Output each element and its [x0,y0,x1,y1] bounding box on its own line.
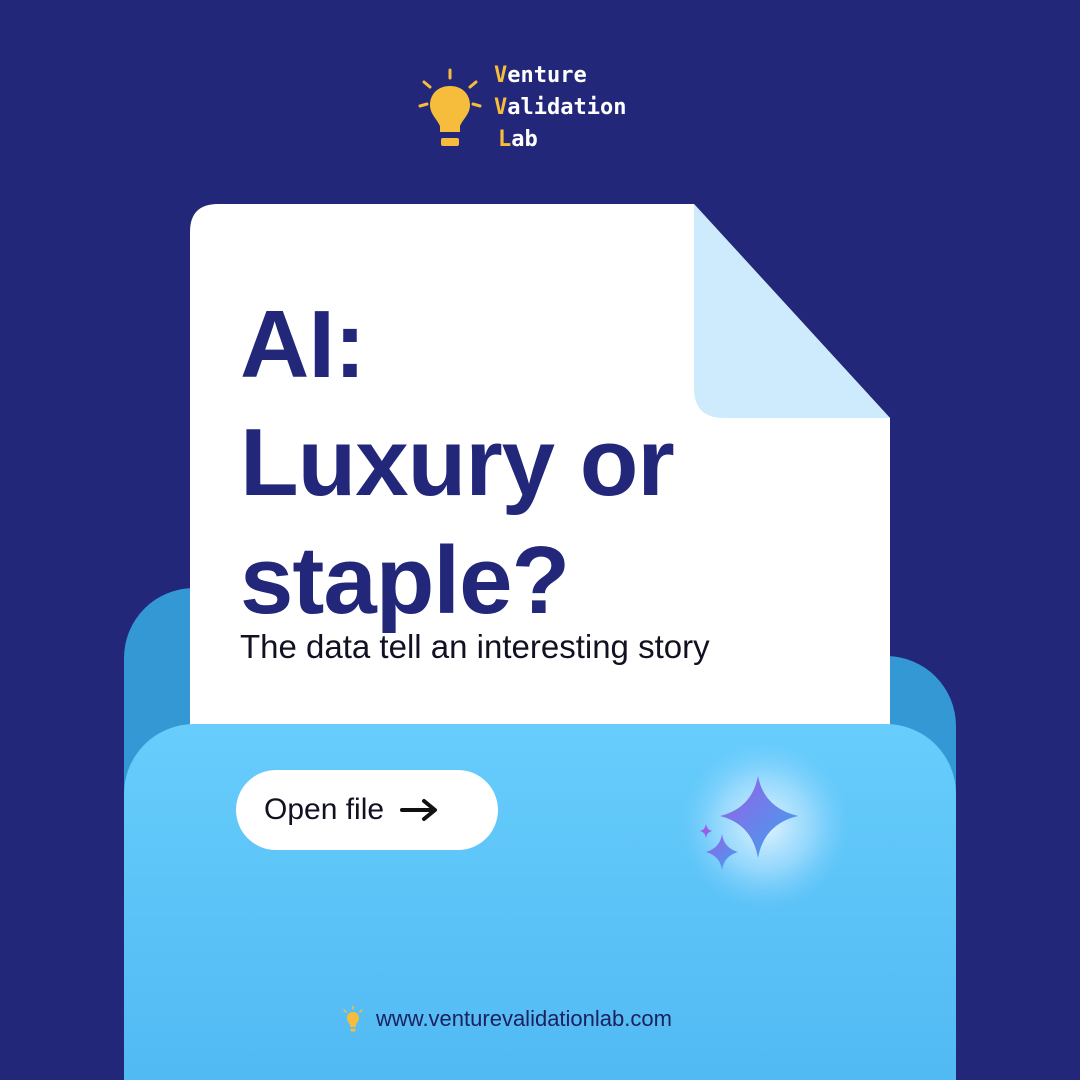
brand-line-2: Validation [494,92,626,124]
subtitle: The data tell an interesting story [240,628,710,665]
footer: www.venturevalidationlab.com [342,1006,672,1032]
headline: AI: Luxury or staple? [240,286,675,640]
headline-line: staple? [240,527,570,634]
brand-logo: Venture Validation Lab [418,60,678,160]
sparkle-icon [681,741,849,909]
open-file-label: Open file [264,793,385,826]
brand-line-3: Lab [494,124,626,156]
brand-initial-v: V [494,95,508,120]
brand-name: Venture Validation Lab [494,60,626,156]
brand-initial-v: V [494,63,508,88]
lightbulb-icon [343,1006,363,1032]
lightbulb-icon [418,68,482,146]
document-sheet [190,204,890,764]
page-fold [694,204,890,418]
website-link[interactable]: www.venturevalidationlab.com [376,1006,672,1031]
headline-line: AI: [240,291,366,398]
brand-word-rest: alidation [507,95,627,120]
brand-word-rest: ab [511,127,538,152]
arrow-right-icon [400,799,438,821]
brand-word-rest: enture [507,63,587,88]
brand-initial-l: L [498,127,512,152]
headline-line: Luxury or [240,409,675,516]
brand-line-1: Venture [494,60,626,92]
document-card: AI: Luxury or staple? The data tell an i… [190,204,890,764]
open-file-button[interactable]: Open file [236,770,498,850]
